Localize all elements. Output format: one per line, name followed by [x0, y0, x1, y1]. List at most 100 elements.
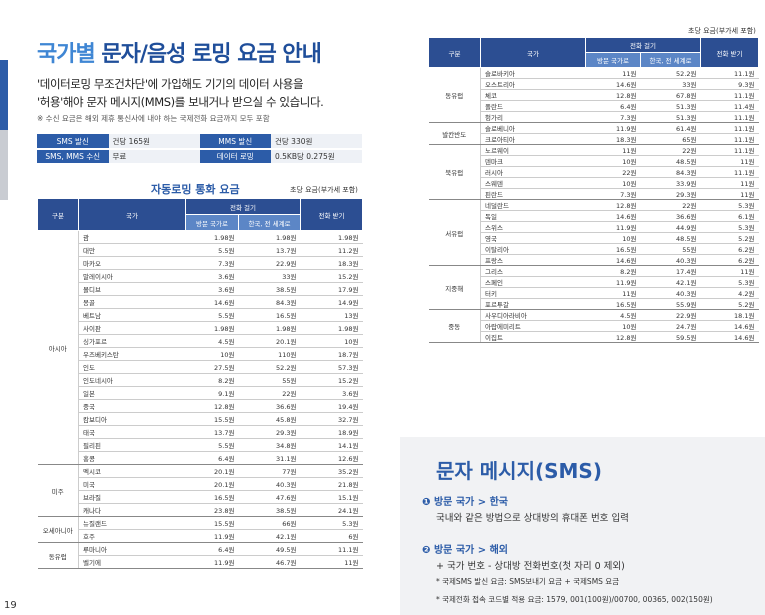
table-row: 동유럽 루마니아 6.4원 49.5원 11.1원 — [37, 542, 363, 569]
rate-cell: 17.9원 — [300, 282, 363, 296]
sms-box: 문자 메시지(SMS) ❶ 방문 국가 > 한국 국내와 같은 방법으로 상대방… — [400, 437, 765, 615]
header-cell: 국가 — [480, 37, 586, 68]
rate-cell: 23.8원 — [185, 503, 239, 517]
table-row: 지중해 그리스 8.2원 17.4원 11원 — [428, 265, 759, 310]
header-cell: 전화 걸기 — [185, 198, 301, 215]
rate-cell: 22원 — [640, 199, 701, 211]
rate-cell: 16.5원 — [585, 298, 641, 310]
fee-row: SMS, MMS 수신 무료 데이터 로밍 0.5KB당 0.275원 — [37, 149, 362, 165]
fee-cell: 무료 — [108, 149, 200, 165]
country-cell: 캐나다 — [78, 503, 186, 517]
table-row: 우즈베키스탄 10원 110원 18.7원 — [38, 347, 363, 361]
note: ※ 수신 요금은 해외 제휴 통신사에 내야 하는 국제전화 요금까지 모두 포… — [37, 114, 270, 123]
table-row: 미주 멕시코 20.1원 77원 35.2원 — [37, 464, 363, 517]
rate-cell: 3.6원 — [300, 386, 363, 400]
rate-cell: 55원 — [640, 243, 701, 255]
table-row: 덴마크 10원 48.5원 11원 — [429, 155, 759, 167]
table-row: 헝가리 7.3원 51.3원 11.1원 — [429, 111, 759, 123]
table-row: 크로아티아 18.3원 65원 11.1원 — [429, 133, 759, 145]
intro-line: '허용'해야 문자 메시지(MMS)를 보내거나 받으실 수 있습니다. — [37, 95, 324, 109]
rate-cell: 15.5원 — [185, 412, 239, 426]
country-cell: 멕시코 — [78, 464, 186, 478]
country-cell: 사우디아라비아 — [480, 309, 586, 321]
country-cell: 캄보디아 — [78, 412, 186, 426]
fee-table: SMS 발신 건당 165원 MMS 발신 건당 330원 SMS, MMS 수신 무료 데… — [37, 134, 362, 165]
header-cell: 국가 — [78, 198, 186, 231]
table-row: 이집트 12.8원 59.5원 14.6원 — [429, 331, 759, 343]
region-cell: 동유럽 — [37, 542, 79, 569]
rate-cell: 7.3원 — [185, 256, 239, 270]
rate-cell: 51.3원 — [640, 100, 701, 112]
rate-cell: 11.1원 — [700, 144, 759, 156]
rate-cell: 4.5원 — [185, 334, 239, 348]
rate-cell: 61.4원 — [640, 122, 701, 134]
rate-cell: 11.9원 — [185, 555, 239, 569]
country-cell: 싱가포르 — [78, 334, 186, 348]
rate-cell: 36.6원 — [640, 210, 701, 222]
country-cell: 헝가리 — [480, 111, 586, 123]
rate-cell: 11원 — [300, 555, 363, 569]
header-cell: 전화 걸기 — [585, 37, 701, 53]
region-cell: 지중해 — [428, 265, 481, 310]
table-row: 스페인 11.9원 42.1원 5.3원 — [429, 276, 759, 288]
country-cell: 인도 — [78, 360, 186, 374]
rate-cell: 57.3원 — [300, 360, 363, 374]
rate-cell: 3.6원 — [185, 282, 239, 296]
rate-cell: 5.3원 — [700, 199, 759, 211]
rate-cell: 5.5원 — [185, 308, 239, 322]
rate-cell: 16.5원 — [185, 490, 239, 504]
rate-cell: 49.5원 — [238, 542, 301, 556]
rate-cell: 6.2원 — [700, 254, 759, 266]
rate-cell: 33원 — [238, 269, 301, 283]
rate-cell: 4.2원 — [700, 287, 759, 299]
rate-cell: 13.7원 — [238, 243, 301, 257]
country-cell: 일본 — [78, 386, 186, 400]
rate-cell: 40.3원 — [640, 287, 701, 299]
table-row: 체코 12.8원 67.8원 11.1원 — [429, 89, 759, 101]
rate-cell: 13.7원 — [185, 425, 239, 439]
rate-cell: 65원 — [640, 133, 701, 145]
table-row: 미국 20.1원 40.3원 21.8원 — [38, 477, 363, 491]
table-row: 몰디브 3.6원 38.5원 17.9원 — [38, 282, 363, 296]
country-cell: 필리핀 — [78, 438, 186, 452]
table-row: 오스트리아 14.6원 33원 9.3원 — [429, 78, 759, 90]
rate-cell: 11.1원 — [700, 67, 759, 79]
country-cell: 말레이시아 — [78, 269, 186, 283]
table-row: 마카오 7.3원 22.9원 18.3원 — [38, 256, 363, 270]
step-note: * 국제SMS 발신 요금: SMS보내기 요금 + 국제SMS 요금 — [436, 577, 620, 586]
rate-cell: 11원 — [585, 144, 641, 156]
rate-cell: 22.9원 — [640, 309, 701, 321]
country-cell: 핀란드 — [480, 188, 586, 200]
table-row: 홍콩 6.4원 31.1원 12.6원 — [38, 451, 363, 465]
rate-cell: 52.2원 — [640, 67, 701, 79]
rate-cell: 84.3원 — [238, 295, 301, 309]
rate-cell: 42.1원 — [238, 529, 301, 543]
header-row: 방문 국가로 한국, 전 세계로 — [38, 214, 363, 231]
table-row: 스웨덴 10원 33.9원 11원 — [429, 177, 759, 189]
rate-cell: 20.1원 — [238, 334, 301, 348]
rate-cell: 14.6원 — [700, 331, 759, 343]
region-cell: 미주 — [37, 464, 79, 517]
table-row: 포르투갈 16.5원 55.9원 5.2원 — [429, 298, 759, 310]
rate-cell: 11.1원 — [700, 122, 759, 134]
rate-cell: 14.6원 — [185, 295, 239, 309]
table-row: 영국 10원 48.5원 5.2원 — [429, 232, 759, 244]
rate-cell: 38.5원 — [238, 282, 301, 296]
rate-cell: 9.1원 — [185, 386, 239, 400]
rate-cell: 11.1원 — [700, 111, 759, 123]
rate-cell: 10원 — [585, 155, 641, 167]
rate-cell: 6.4원 — [585, 100, 641, 112]
country-cell: 터키 — [480, 287, 586, 299]
rate-cell: 19.4원 — [300, 399, 363, 413]
table-row: 대만 5.5원 13.7원 11.2원 — [38, 243, 363, 257]
rate-cell: 1.98원 — [300, 230, 363, 244]
title-part: 국가별 — [37, 42, 96, 67]
step-text: 국내와 같은 방법으로 상대방의 휴대폰 번호 입력 — [436, 513, 629, 524]
rate-table: 구분 국가 전화 걸기 전화 받기 방문 국가로 한국, 전 세계로 아시아 괌 1.98원 1.… — [37, 198, 363, 569]
country-cell: 독일 — [480, 210, 586, 222]
rate-cell: 22원 — [238, 386, 301, 400]
section-title: 자동로밍 통화 요금 — [151, 183, 240, 196]
rate-cell: 16.5원 — [238, 308, 301, 322]
rate-cell: 46.7원 — [238, 555, 301, 569]
table-row: 캐나다 23.8원 38.5원 24.1원 — [38, 503, 363, 517]
